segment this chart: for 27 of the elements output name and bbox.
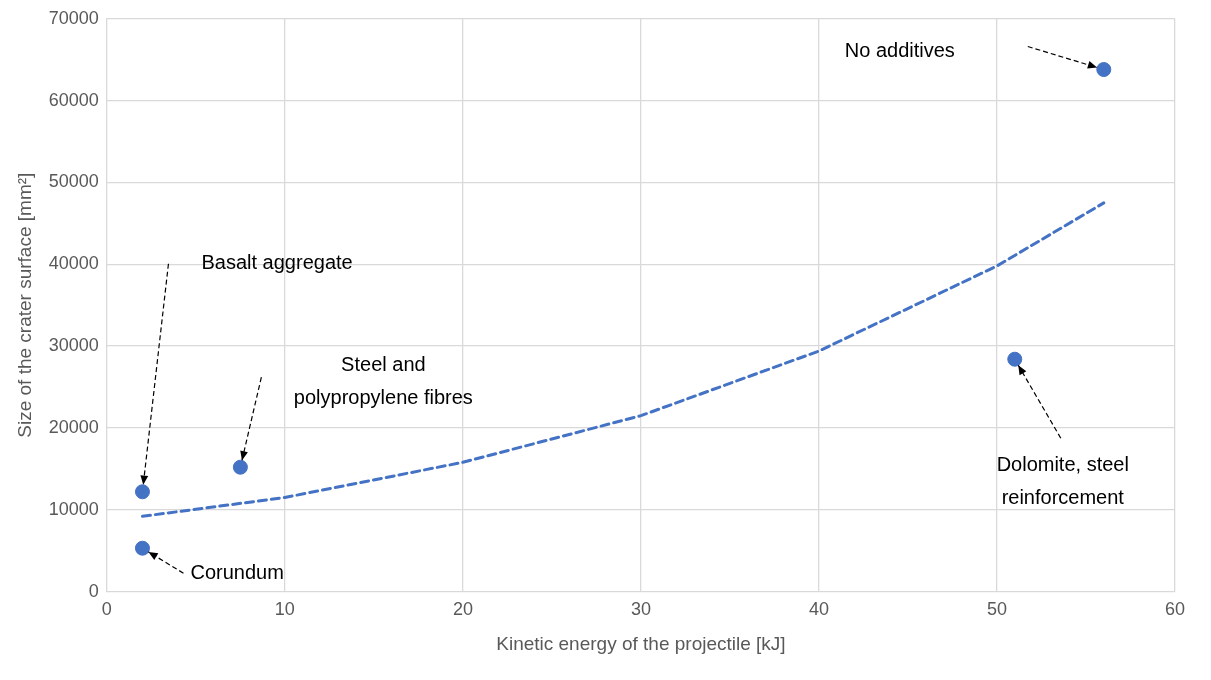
point <box>1007 351 1023 367</box>
annotation: Steel and polypropylene fibres <box>293 352 473 408</box>
x-tick-label: 60 <box>1164 599 1186 620</box>
x-tick-label: 30 <box>630 599 651 620</box>
x-tick-label: 50 <box>986 599 1007 620</box>
y-tick-label: 10000 <box>48 498 99 519</box>
y-tick-label: 20000 <box>48 416 99 437</box>
y-tick-label: 30000 <box>48 335 99 356</box>
y-axis-title: Size of the crater surface [mm²] <box>13 172 35 438</box>
point <box>134 540 150 556</box>
y-tick-label: 60000 <box>48 89 99 110</box>
annotation: Corundum <box>190 560 284 583</box>
annotation: Basalt aggregate <box>201 251 353 274</box>
point <box>134 484 150 500</box>
annotation: No additives <box>844 39 955 62</box>
y-tick-label: 70000 <box>48 7 99 28</box>
y-tick-label: 50000 <box>48 171 99 192</box>
annotation: Dolomite, steel reinforcement <box>996 452 1129 508</box>
x-tick-label: 10 <box>274 599 295 620</box>
x-tick-label: 20 <box>452 599 473 620</box>
point <box>232 459 248 475</box>
y-tick-label: 0 <box>88 580 99 601</box>
x-tick-label: 0 <box>101 599 112 620</box>
x-axis-title: Kinetic energy of the projectile [kJ] <box>496 632 786 654</box>
point <box>1096 62 1112 78</box>
y-tick-label: 40000 <box>48 253 99 274</box>
x-tick-label: 40 <box>808 599 829 620</box>
